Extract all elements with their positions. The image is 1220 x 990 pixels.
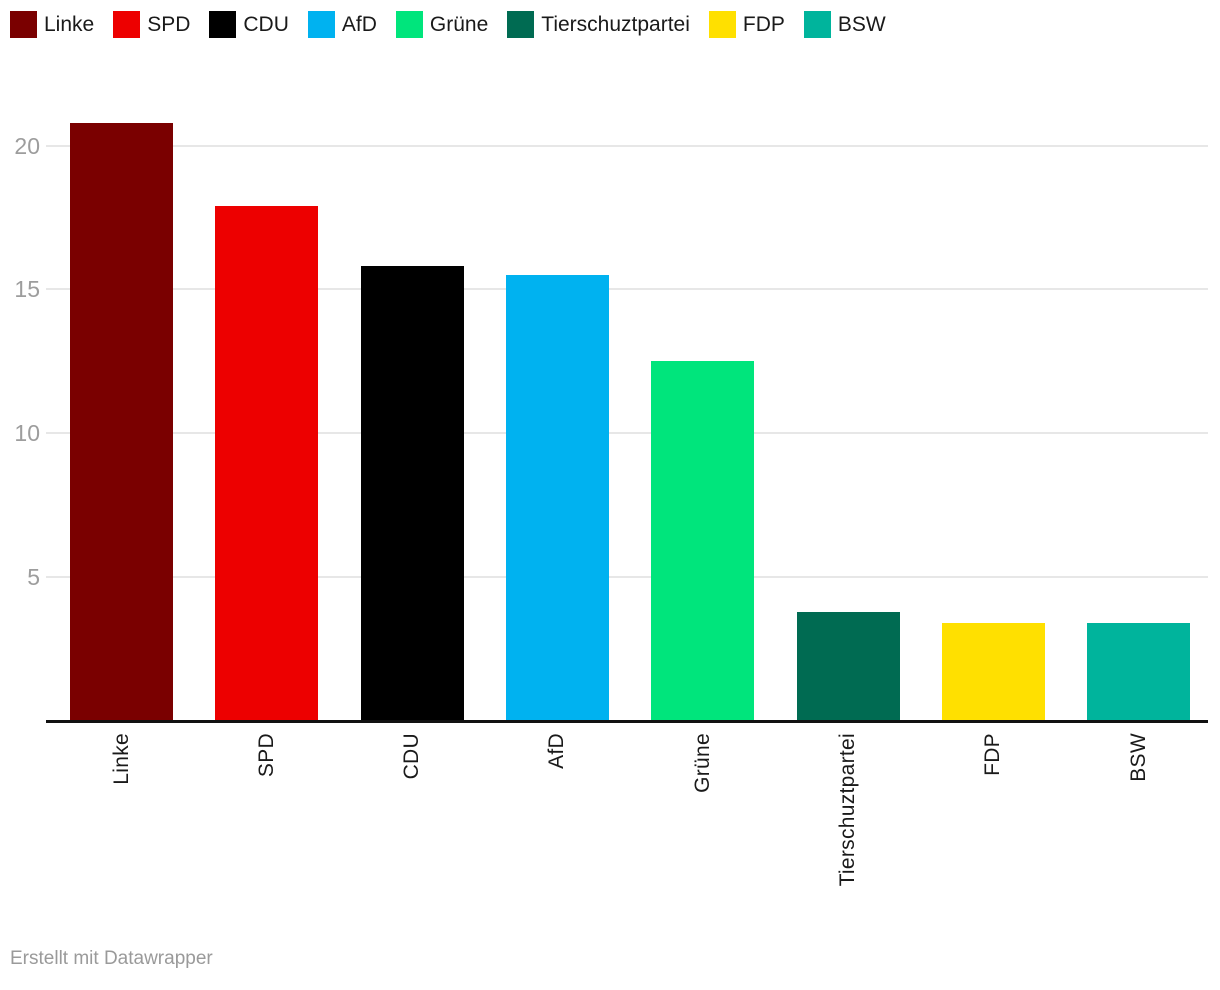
gridline-y-15 [46, 288, 1208, 291]
x-axis-label-bsw: BSW [1126, 733, 1150, 782]
x-axis-label-linke: Linke [109, 733, 133, 785]
bar-fdp[interactable] [941, 623, 1045, 721]
x-axis-label-gruene: Grüne [690, 733, 714, 793]
legend-label-fdp: FDP [742, 13, 785, 36]
legend-item-linke: Linke [10, 11, 94, 38]
legend-label-bsw: BSW [837, 13, 886, 36]
legend-label-cdu: CDU [243, 13, 289, 36]
x-axis-label-spd: SPD [254, 733, 278, 778]
x-axis-label-afd: AfD [545, 733, 569, 769]
gridline-y-10 [46, 432, 1208, 435]
y-axis-tick-label-10: 10 [14, 420, 40, 447]
y-axis-tick-label-20: 20 [14, 132, 40, 159]
bar-cdu[interactable] [360, 266, 464, 721]
legend-item-spd: SPD [113, 11, 190, 38]
legend-swatch-spd [113, 11, 141, 38]
legend-item-tierschuztpartei: Tierschuztpartei [507, 11, 690, 38]
legend-item-bsw: BSW [803, 11, 886, 38]
legend-swatch-cdu [209, 11, 237, 38]
y-axis-tick-label-5: 5 [27, 564, 40, 591]
x-axis-label-tierschuztpartei: Tierschuztpartei [836, 733, 859, 887]
legend-item-afd: AfD [307, 11, 377, 38]
legend-label-spd: SPD [147, 13, 191, 36]
bar-tierschuztpartei[interactable] [796, 611, 900, 721]
legend-item-cdu: CDU [209, 11, 289, 38]
legend-label-tierschuztpartei: Tierschuztpartei [541, 13, 690, 36]
legend-swatch-fdp [708, 11, 736, 38]
legend-label-gruene: Grüne [429, 13, 489, 36]
legend-swatch-bsw [803, 11, 831, 38]
bar-linke[interactable] [70, 122, 173, 721]
legend: Linke SPD CDU AfD Grüne Tierschuztpartei FDP BS… [10, 11, 886, 38]
legend-swatch-afd [307, 11, 335, 38]
legend-label-linke: Linke [44, 13, 95, 36]
bar-gruene[interactable] [651, 361, 755, 721]
x-axis-label-cdu: CDU [400, 733, 424, 780]
gridline-y-5 [46, 576, 1208, 579]
gridline-y-20 [46, 144, 1208, 147]
datawrapper-attribution-link[interactable]: Erstellt mit Datawrapper [10, 948, 213, 969]
x-axis-label-fdp: FDP [981, 733, 1005, 776]
legend-item-gruene: Grüne [395, 11, 489, 38]
bar-spd[interactable] [215, 206, 319, 721]
legend-swatch-gruene [395, 11, 423, 38]
bar-bsw[interactable] [1087, 623, 1191, 721]
x-axis-line [46, 720, 1208, 723]
legend-item-fdp: FDP [708, 11, 785, 38]
legend-swatch-tierschuztpartei [507, 11, 535, 38]
legend-label-afd: AfD [341, 13, 377, 36]
bar-afd[interactable] [505, 275, 609, 721]
legend-swatch-linke [10, 11, 37, 38]
y-axis-tick-label-15: 15 [14, 276, 40, 303]
